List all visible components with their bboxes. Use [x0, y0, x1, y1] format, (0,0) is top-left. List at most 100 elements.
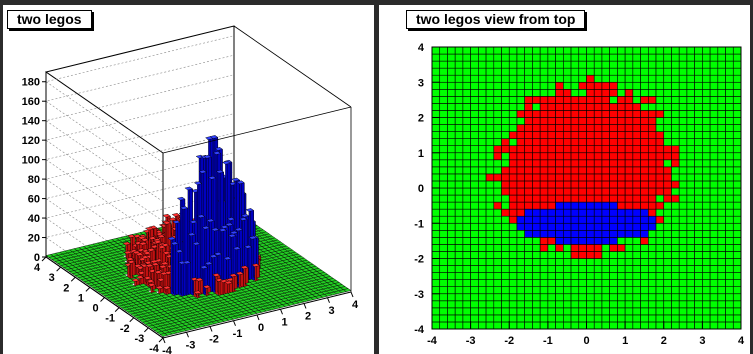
top-cell: [570, 307, 580, 316]
top-cell: [725, 131, 734, 139]
top-cell: [663, 293, 672, 302]
top-cell: [501, 230, 510, 238]
top-cell: [725, 152, 734, 161]
top-cell: [640, 117, 649, 125]
x-tick: [162, 337, 166, 344]
top-cell: [501, 244, 510, 252]
top-cell: [555, 237, 564, 245]
top-cell: [439, 138, 448, 146]
top-cell: [609, 307, 618, 316]
top-cell: [647, 159, 657, 168]
top-cell: [547, 74, 556, 83]
top-cell: [447, 166, 456, 175]
top-cell: [617, 152, 626, 161]
top-cell: [508, 96, 518, 104]
top-cell: [655, 293, 665, 302]
top-cell: [431, 46, 441, 55]
top-cell: [493, 103, 502, 111]
top-cell: [508, 251, 518, 259]
top-cell: [686, 279, 695, 287]
top-cell: [702, 60, 711, 69]
top-cell: [686, 152, 695, 161]
top-cell: [539, 201, 549, 210]
top-cell: [671, 265, 680, 273]
top-cell: [447, 110, 456, 118]
top-cell: [655, 321, 665, 330]
top-cell: [678, 272, 688, 280]
top-cell: [702, 74, 711, 83]
top-cell: [702, 307, 711, 316]
top-cell: [609, 67, 618, 76]
top-cell: [563, 293, 572, 302]
top-cell: [462, 230, 471, 238]
top-cell: [493, 272, 502, 280]
top-cell: [524, 166, 533, 175]
top-cell: [702, 166, 711, 175]
top-cell: [508, 124, 518, 132]
top-cell: [447, 138, 456, 146]
x-tick-label: 3: [328, 305, 334, 317]
lego-bar-top: [157, 245, 167, 249]
top-cell: [717, 74, 726, 83]
top-cell: [586, 201, 595, 210]
top-cell: [516, 258, 525, 266]
top-cell: [655, 180, 665, 189]
top-cell: [655, 145, 665, 154]
top-cell: [470, 265, 479, 273]
top-cell: [470, 208, 479, 217]
top-cell: [493, 81, 502, 90]
top-cell: [439, 180, 448, 189]
top-cell: [694, 244, 703, 252]
top-cell: [725, 237, 734, 245]
top-cell: [601, 173, 610, 182]
lego-bar-top: [227, 233, 237, 238]
top-cell: [578, 159, 587, 168]
lego-bar-top: [156, 234, 166, 239]
top-cell: [431, 159, 441, 168]
top-cell: [586, 208, 595, 217]
top-cell: [663, 180, 672, 189]
top-cell: [524, 258, 533, 266]
top-cell: [555, 74, 564, 83]
top-cell: [454, 187, 464, 196]
top-cell: [501, 131, 510, 139]
top-cell: [439, 208, 448, 217]
top-cell: [547, 110, 556, 118]
top-cell: [524, 159, 533, 168]
top-cell: [508, 166, 518, 175]
top-cell: [632, 194, 641, 203]
top-cell: [586, 131, 595, 139]
top-cell: [478, 215, 487, 224]
right-pad: two legos view from top -4 -3 -2 -1 0 1 2 3 4 -4-…: [379, 5, 750, 354]
top-cell: [439, 194, 448, 203]
top-cell: [439, 96, 448, 104]
lego-bar-top: [127, 260, 136, 264]
top-cell: [462, 173, 471, 182]
top-cell: [470, 60, 479, 69]
top-cell: [686, 208, 695, 217]
lego-bar-top: [168, 217, 177, 222]
top-cell: [663, 258, 672, 266]
top-cell: [593, 244, 603, 252]
top-cell: [647, 131, 657, 139]
top-cell: [663, 159, 672, 168]
top-cell: [725, 74, 734, 83]
lego-bar-side: [182, 260, 187, 298]
top-cell: [647, 117, 657, 125]
top-cell: [702, 314, 711, 323]
top-cell: [454, 230, 464, 238]
lego-bar-top: [193, 181, 203, 186]
top-cell: [601, 124, 610, 132]
top-cell: [493, 286, 502, 295]
top-cell: [640, 286, 649, 295]
top-cell: [709, 46, 719, 55]
lego-bar-top: [212, 151, 222, 155]
top-cell: [694, 321, 703, 330]
x-tick-label: -2: [504, 335, 514, 347]
top-cell: [555, 215, 564, 224]
top-cell: [454, 222, 464, 231]
lego-bar-top: [162, 213, 171, 218]
top-cell: [663, 321, 672, 330]
top-cell: [447, 293, 456, 302]
top-cell: [732, 60, 742, 69]
